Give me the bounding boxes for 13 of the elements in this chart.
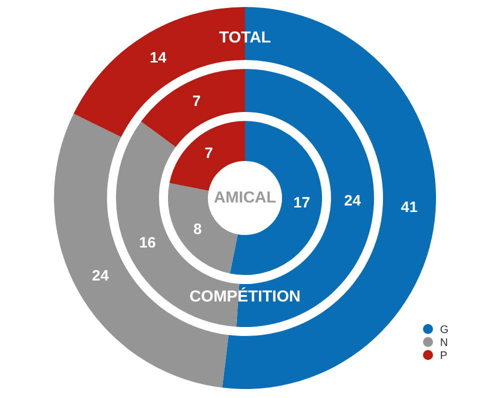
data-label: 24 — [92, 268, 110, 285]
data-label: 14 — [150, 49, 168, 66]
slice-label: AMICAL — [214, 189, 276, 206]
data-label: 8 — [193, 220, 202, 238]
legend-label: P — [440, 350, 448, 362]
data-label: 41 — [400, 198, 418, 216]
legend-label: G — [440, 324, 449, 336]
legend-label: N — [440, 337, 448, 350]
data-label: 7 — [192, 93, 201, 110]
data-label: 7 — [204, 145, 213, 162]
data-label: 17 — [293, 194, 310, 212]
data-label: 24 — [344, 192, 362, 210]
data-label: 16 — [139, 234, 156, 252]
